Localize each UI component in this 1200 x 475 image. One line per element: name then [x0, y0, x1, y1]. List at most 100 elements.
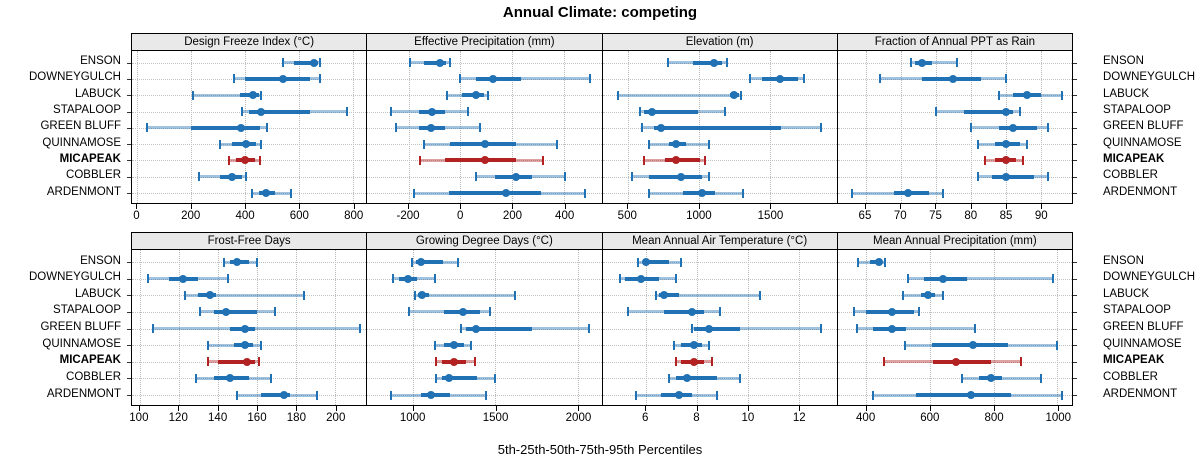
cap-5th — [906, 274, 909, 284]
x-gridline — [577, 250, 579, 405]
site-label-stapaloop: STAPALOOP — [53, 104, 121, 117]
x-tick-label: 2000 — [565, 412, 592, 424]
median-dot — [403, 274, 412, 283]
cap-95th — [302, 290, 305, 300]
cap-5th — [910, 58, 913, 68]
median-dot — [938, 274, 947, 283]
box-25-75 — [239, 93, 259, 98]
panel-plot-area — [601, 51, 838, 204]
x-gridline — [298, 51, 300, 203]
x-gridline — [413, 250, 415, 405]
cap-95th — [319, 74, 322, 84]
x-tick — [1058, 406, 1060, 411]
site-label-labuck: LABUCK — [1103, 87, 1150, 100]
median-dot — [729, 91, 738, 100]
x-tick — [994, 406, 996, 411]
cap-5th — [675, 357, 678, 367]
y-tick — [1073, 395, 1077, 396]
x-gridline — [798, 250, 800, 405]
site-gridline — [367, 311, 602, 313]
box-25-75 — [676, 376, 718, 381]
cap-95th — [319, 58, 322, 68]
site-label-ardenmont: ARDENMONT — [1103, 185, 1178, 198]
site-gridline — [132, 378, 367, 380]
cap-95th — [478, 123, 481, 133]
median-dot — [471, 91, 480, 100]
y-tick — [1073, 262, 1077, 263]
site-label-stapaloop: STAPALOOP — [1103, 104, 1171, 117]
x-tick-label: 200 — [181, 210, 201, 222]
cap-5th — [637, 257, 640, 267]
median-dot — [682, 374, 691, 383]
y-tick — [127, 278, 131, 280]
x-tick-label: 600 — [920, 412, 940, 424]
site-label-quinnamose: QUINNAMOSE — [1103, 136, 1182, 149]
cap-5th — [976, 139, 979, 149]
cap-95th — [316, 390, 319, 400]
x-tick-label: 1000 — [686, 210, 712, 222]
x-gridline — [900, 51, 902, 203]
panel-plot-area — [127, 51, 368, 204]
median-dot — [427, 391, 436, 399]
y-tick — [1073, 144, 1077, 146]
median-dot — [986, 374, 995, 383]
median-dot — [775, 74, 784, 83]
cap-5th — [233, 74, 236, 84]
median-dot — [969, 341, 978, 350]
panel-strip: Design Freeze Index (°C) — [131, 33, 368, 51]
cap-5th — [634, 390, 637, 400]
x-tick-label: 75 — [929, 210, 942, 222]
panel-fraction-of-annual-ppt-as-rain: Fraction of Annual PPT as Rain 65 70 75 80 85… — [836, 33, 1077, 226]
median-dot — [481, 140, 490, 149]
site-gridline — [837, 144, 1072, 146]
x-tick — [578, 406, 580, 411]
median-dot — [449, 357, 458, 366]
cap-95th — [973, 324, 976, 333]
median-dot — [659, 291, 668, 300]
cap-95th — [1019, 357, 1022, 367]
x-gridline — [137, 51, 139, 203]
cap-95th — [820, 324, 823, 333]
site-label-quinnamose: QUINNAMOSE — [1103, 337, 1182, 350]
site-gridline — [367, 345, 602, 347]
site-label-green-bluff: GREEN BLUFF — [1103, 120, 1184, 133]
y-tick — [127, 127, 131, 129]
cap-95th — [260, 139, 263, 149]
y-tick — [1073, 160, 1077, 162]
site-label-micapeak: MICAPEAK — [1103, 354, 1165, 367]
cap-95th — [583, 188, 586, 198]
y-tick — [127, 345, 131, 347]
site-gridline — [132, 262, 367, 263]
cap-5th — [411, 257, 414, 267]
panel-design-freeze-index-c: Design Freeze Index (°C) 0 200 400 600 800 — [127, 33, 368, 226]
x-tick — [412, 406, 414, 411]
cap-95th — [1046, 123, 1049, 133]
y-tick — [127, 78, 131, 80]
cap-5th — [241, 107, 244, 117]
median-dot — [426, 123, 435, 132]
median-dot — [449, 341, 458, 350]
cap-5th — [903, 340, 906, 350]
x-gridline — [866, 250, 868, 405]
cap-5th — [667, 373, 670, 383]
box-25-75 — [191, 125, 260, 130]
box-25-75 — [664, 158, 701, 163]
cap-5th — [642, 155, 645, 165]
site-gridline — [132, 395, 367, 396]
site-gridline — [602, 95, 837, 97]
x-tick-label: 120 — [168, 412, 188, 424]
site-gridline — [837, 378, 1072, 380]
site-label-green-bluff: GREEN BLUFF — [40, 120, 121, 133]
y-tick — [1073, 62, 1077, 64]
cap-95th — [457, 257, 460, 267]
box-25-75 — [693, 60, 723, 65]
x-axis: 6 8 10 12 — [602, 406, 838, 428]
x-tick-label: 0 — [457, 210, 464, 222]
median-dot — [690, 341, 699, 350]
x-gridline — [139, 250, 141, 405]
site-gridline — [367, 95, 602, 97]
x-tick-label: 85 — [999, 210, 1013, 222]
cap-5th — [850, 188, 853, 198]
median-dot — [657, 123, 666, 132]
cap-95th — [488, 307, 491, 317]
